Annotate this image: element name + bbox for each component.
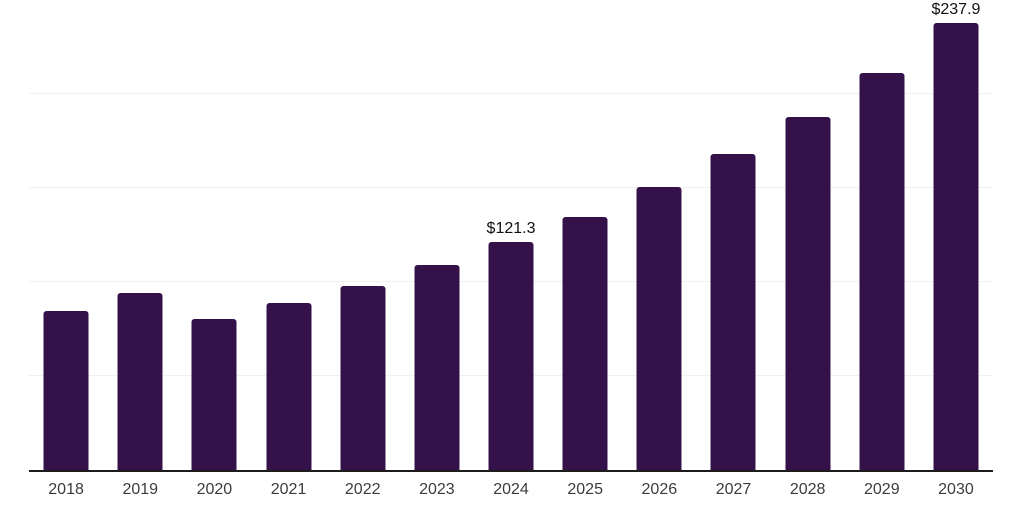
x-tick-label-2024: 2024 [493, 481, 529, 498]
bar-slot-2027 [696, 0, 770, 470]
bar-slot-2022 [326, 0, 400, 470]
chart-area: $121.3 $237.9 2018 2019 2020 2021 2022 2023 202… [29, 0, 993, 499]
bar-2021 [266, 302, 312, 470]
bar-slot-2030: $237.9 [919, 0, 993, 470]
bar-slot-2025 [548, 0, 622, 470]
bar-slot-2020 [177, 0, 251, 470]
bar-2022 [340, 285, 386, 470]
bar-2019 [117, 293, 163, 470]
x-tick-label-2026: 2026 [641, 481, 678, 498]
data-label-2030: $237.9 [931, 0, 981, 18]
bar-slot-2026 [622, 0, 696, 470]
bar-2027 [710, 153, 756, 470]
bar-slot-2021 [251, 0, 325, 470]
x-tick-label-2019: 2019 [122, 481, 159, 498]
x-tick-label-2027: 2027 [715, 481, 752, 498]
bar-2028 [785, 116, 831, 470]
bar-2030 [933, 22, 979, 470]
bar-slot-2024: $121.3 [474, 0, 548, 470]
bar-2029 [859, 72, 905, 470]
x-tick-label-2025: 2025 [567, 481, 603, 498]
bar-2024 [488, 241, 534, 470]
x-tick-label-2021: 2021 [270, 481, 307, 498]
x-tick-label-2020: 2020 [196, 481, 233, 498]
x-axis: 2018 2019 2020 2021 2022 2023 2024 2025 2026 2027… [29, 481, 993, 499]
gridline-150 [29, 187, 993, 188]
x-tick-label-2022: 2022 [344, 481, 381, 498]
bar-2020 [191, 319, 237, 470]
bar-slot-2019 [103, 0, 177, 470]
x-tick-label-2023: 2023 [419, 481, 455, 498]
data-label-2024: $121.3 [486, 219, 536, 237]
bar-slot-2018 [29, 0, 103, 470]
bar-slot-2028 [771, 0, 845, 470]
plot-area: $121.3 $237.9 [29, 0, 993, 472]
bar-slot-2023 [400, 0, 474, 470]
bar-2025 [562, 216, 608, 470]
bar-2018 [43, 310, 89, 470]
bar-slot-2029 [845, 0, 919, 470]
x-tick-label-2030: 2030 [938, 481, 974, 498]
bar-series: $121.3 $237.9 [29, 0, 993, 470]
x-tick-label-2029: 2029 [864, 481, 900, 498]
x-tick-label-2018: 2018 [48, 481, 84, 498]
gridline-200 [29, 93, 993, 94]
bar-2026 [636, 187, 682, 470]
x-tick-label-2028: 2028 [789, 481, 826, 498]
bar-2023 [414, 265, 460, 470]
